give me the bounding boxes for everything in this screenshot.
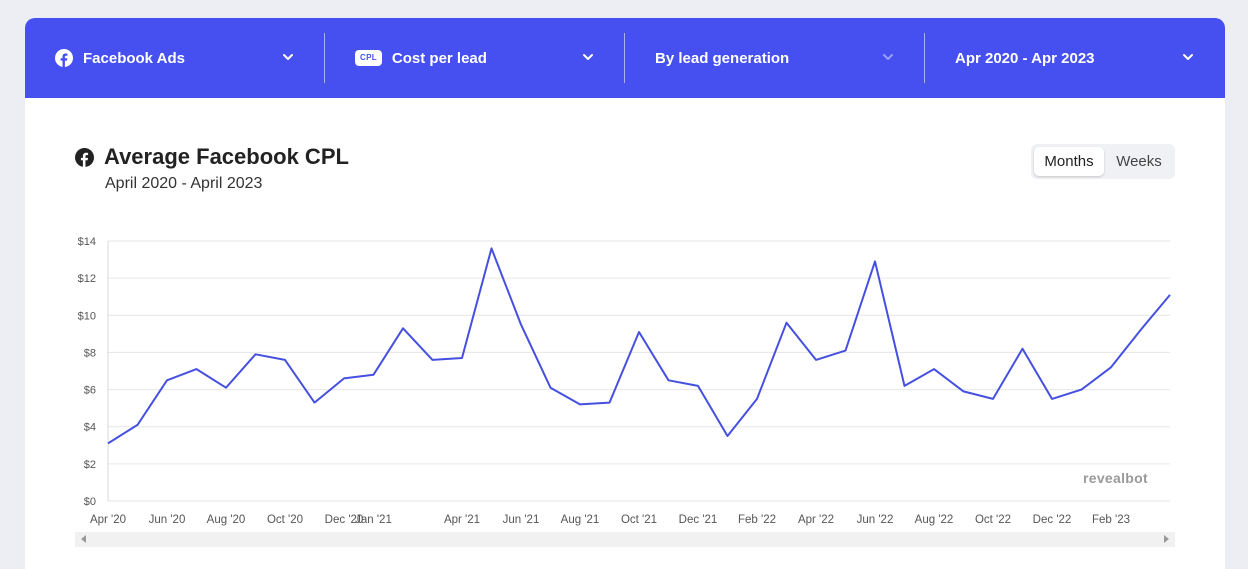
cpl-series-line [107, 247, 1171, 445]
y-tick-label: $8 [84, 347, 96, 359]
chart-subtitle: April 2020 - April 2023 [105, 175, 263, 192]
chevron-down-icon [1183, 54, 1193, 60]
x-tick-label: Feb '22 [738, 514, 776, 526]
y-tick-label: $4 [84, 422, 96, 434]
scroll-left-icon[interactable] [81, 535, 86, 543]
y-tick-label: $12 [78, 273, 96, 285]
divider [624, 33, 625, 83]
x-tick-label: Oct '21 [621, 514, 657, 526]
x-tick-label: Aug '22 [915, 514, 954, 526]
facebook-icon [55, 49, 73, 67]
platform-dropdown-label: Facebook Ads [83, 49, 185, 67]
chart-title: Average Facebook CPL [104, 144, 349, 169]
date-range-dropdown[interactable]: Apr 2020 - Apr 2023 [925, 18, 1225, 98]
divider [924, 33, 925, 83]
chevron-down-icon [283, 54, 293, 60]
x-tick-label: Apr '20 [90, 514, 126, 526]
line-chart: $0 $2 $4 $6 $8 $10 $12 $14 Apr '20 Jun '20 Aug '20… [78, 236, 1171, 526]
x-tick-label: Apr '21 [444, 514, 480, 526]
goal-dropdown[interactable]: By lead generation [625, 18, 925, 98]
y-tick-label: $6 [84, 385, 96, 397]
scroll-right-icon[interactable] [1164, 535, 1169, 543]
filter-toolbar: Facebook Ads CPL Cost per lead By lead g… [25, 18, 1225, 98]
chevron-down-icon [883, 54, 893, 60]
x-tick-label: Jan '21 [355, 514, 392, 526]
date-range-label: Apr 2020 - Apr 2023 [955, 49, 1095, 67]
cpl-badge: CPL [355, 50, 382, 66]
x-tick-label: Aug '21 [561, 514, 600, 526]
revealbot-watermark: revealbot [1083, 470, 1148, 486]
x-tick-label: Apr '22 [798, 514, 834, 526]
x-tick-label: Jun '21 [503, 514, 540, 526]
platform-dropdown[interactable]: Facebook Ads [25, 18, 325, 98]
facebook-icon [75, 147, 94, 167]
y-tick-label: $0 [84, 496, 96, 508]
chart-header: Average Facebook CPL [75, 144, 349, 170]
x-tick-label: Feb '23 [1092, 514, 1130, 526]
weeks-toggle-button[interactable]: Weeks [1116, 153, 1162, 170]
chart-card: Average Facebook CPL April 2020 - April … [25, 98, 1225, 569]
x-tick-label: Jun '20 [149, 514, 186, 526]
x-tick-label: Oct '20 [267, 514, 303, 526]
x-tick-label: Jun '22 [857, 514, 894, 526]
x-tick-label: Dec '22 [1033, 514, 1072, 526]
goal-dropdown-label: By lead generation [655, 49, 790, 67]
chart-scrollbar[interactable] [75, 532, 1175, 547]
y-tick-label: $10 [78, 310, 96, 322]
chevron-down-icon [583, 54, 593, 60]
months-toggle-button[interactable]: Months [1034, 147, 1104, 176]
x-tick-label: Dec '21 [679, 514, 718, 526]
metric-dropdown-label: Cost per lead [391, 49, 487, 67]
x-tick-label: Dec '20 [325, 514, 364, 526]
x-tick-label: Aug '20 [207, 514, 246, 526]
metric-dropdown[interactable]: CPL Cost per lead [325, 18, 625, 98]
period-toggle: Months Weeks [1031, 144, 1175, 179]
y-tick-label: $2 [84, 459, 96, 471]
x-tick-label: Oct '22 [975, 514, 1011, 526]
y-tick-label: $14 [78, 236, 96, 248]
divider [324, 33, 325, 83]
